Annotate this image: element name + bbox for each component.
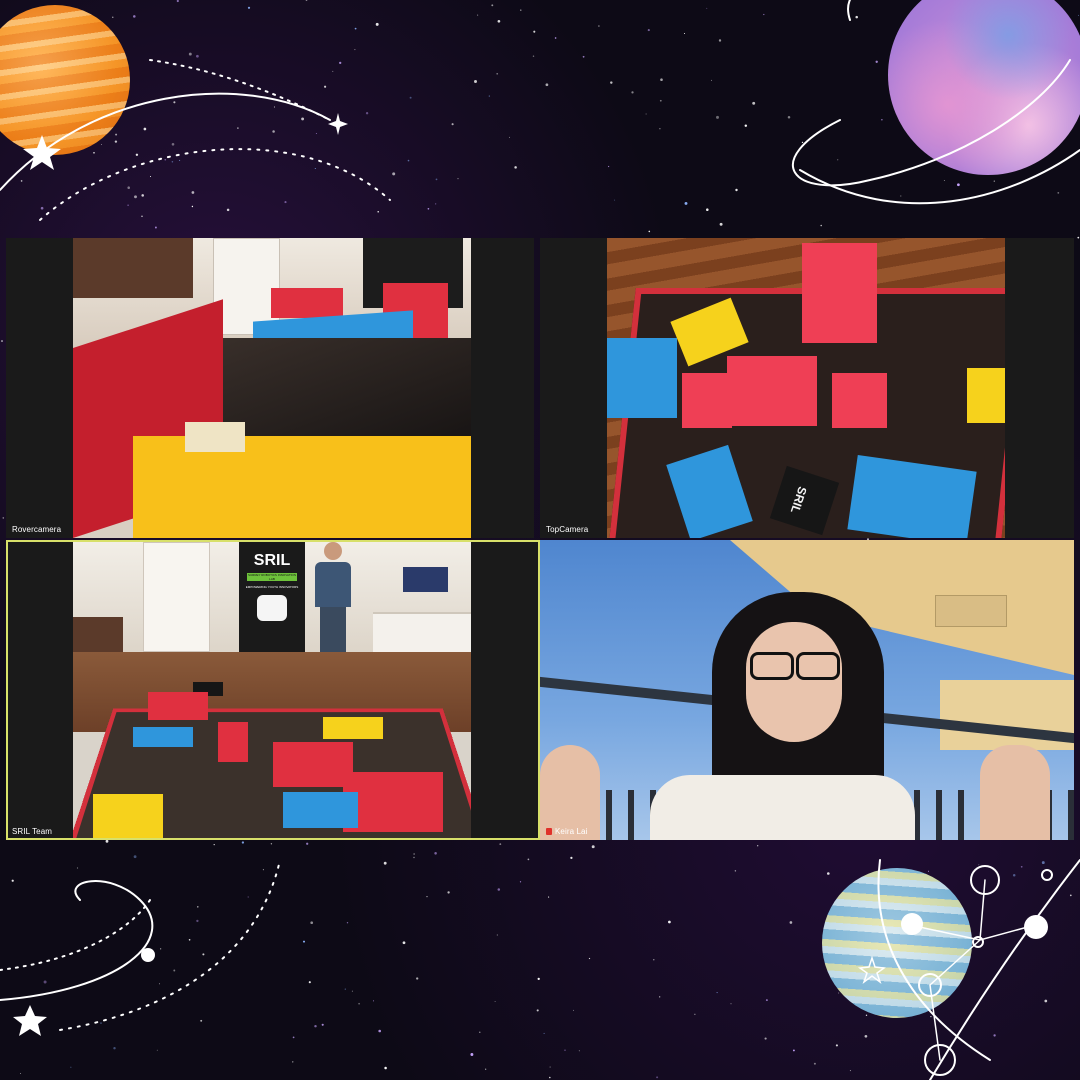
video-tile-keira-lai[interactable]: Keira Lai	[540, 540, 1074, 840]
muted-mic-icon	[546, 828, 552, 835]
robot-mascot	[257, 595, 287, 621]
participant-name-keira-lai: Keira Lai	[546, 827, 587, 836]
sril-banner: SRIL SURREY ROBOTICS INNOVATION LAB EMPO…	[239, 542, 305, 672]
video-tile-sril-team[interactable]: SRIL SURREY ROBOTICS INNOVATION LAB EMPO…	[6, 540, 540, 840]
video-tile-rovercamera[interactable]: Rovercamera	[6, 238, 534, 538]
person-face	[746, 622, 842, 742]
blue-planet-illustration	[822, 868, 972, 1018]
sril-team-camera-feed: SRIL SURREY ROBOTICS INNOVATION LAB EMPO…	[73, 542, 471, 838]
participant-name-sril-team: SRIL Team	[12, 827, 53, 836]
top-camera-feed: SRIL	[607, 238, 1005, 538]
video-tile-topcamera[interactable]: SRIL TopCamera	[540, 238, 1074, 538]
participant-name-rovercamera: Rovercamera	[12, 525, 62, 534]
rover-camera-feed	[73, 238, 471, 538]
sril-logo: SRIL	[253, 552, 291, 569]
keira-lai-camera-feed	[540, 540, 1074, 840]
participant-name-topcamera: TopCamera	[546, 525, 589, 534]
